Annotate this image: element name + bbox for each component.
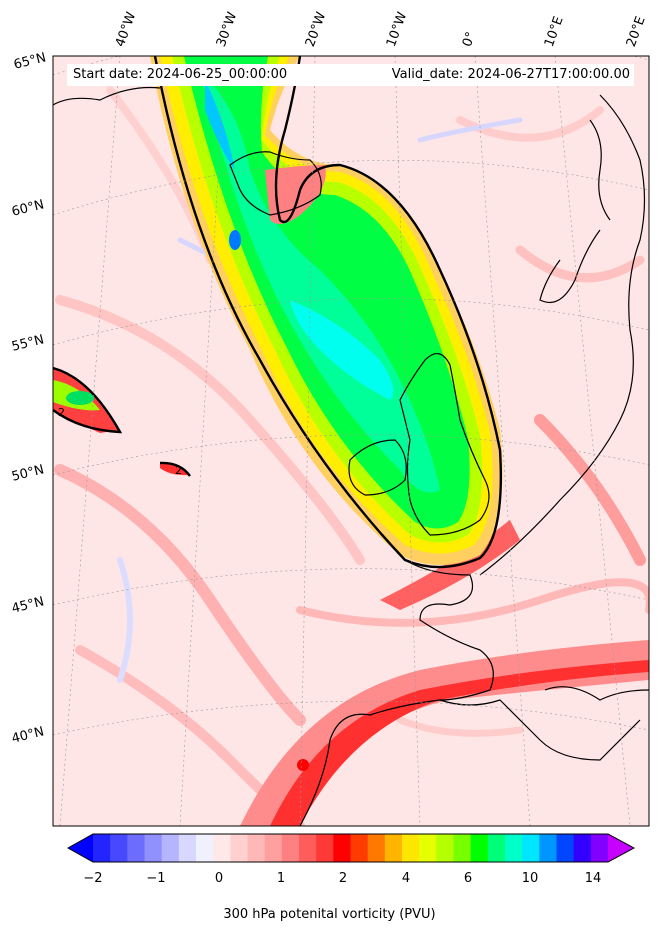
colorbar-segment — [573, 834, 592, 862]
colorbar-segment — [110, 834, 128, 862]
colorbar-segment — [384, 834, 403, 862]
valid-date: Valid_date: 2024-06-27T17:00:00.00 — [391, 67, 630, 82]
colorbar-segment — [556, 834, 575, 862]
graticule — [53, 56, 649, 826]
colorbar-segment — [333, 834, 351, 862]
start-date: Start date: 2024-06-25_00:00:00 — [73, 67, 288, 82]
map-frame — [52, 55, 650, 827]
colorbar-segment — [436, 834, 454, 862]
colorbar-segment — [590, 834, 609, 862]
colorbar-segment — [264, 834, 283, 862]
colorbar-segment — [299, 834, 317, 862]
colorbar-segment — [144, 834, 163, 862]
coastlines — [53, 86, 649, 826]
cbar-tick-m2: −2 — [83, 871, 103, 886]
colorbar — [66, 833, 636, 863]
colorbar-segment — [281, 834, 300, 862]
cbar-tick-4: 4 — [401, 871, 411, 886]
colorbar-segment — [161, 834, 180, 862]
colorbar-segment — [93, 834, 111, 862]
colorbar-segment — [453, 834, 472, 862]
colorbar-segment — [522, 834, 540, 862]
cbar-tick-2: 2 — [338, 871, 348, 886]
west-pv-blob — [53, 368, 190, 476]
colorbar-segment — [196, 834, 214, 862]
colorbar-extend-max — [608, 834, 634, 862]
colorbar-segment — [350, 834, 369, 862]
colorbar-segment — [402, 834, 420, 862]
colorbar-segment — [470, 834, 489, 862]
colorbar-label: 300 hPa potenital vorticity (PVU) — [223, 907, 436, 922]
colorbar-segment — [213, 834, 231, 862]
colorbar-extend-min — [68, 834, 93, 862]
colorbar-segment — [316, 834, 334, 862]
colorbar-segment — [178, 834, 197, 862]
cbar-tick-0: 0 — [214, 871, 224, 886]
cbar-tick-1: 1 — [276, 871, 286, 886]
colorbar-segment — [539, 834, 557, 862]
cbar-tick-10: 10 — [521, 871, 539, 886]
contour-label-south: 2 — [175, 464, 182, 477]
date-bar: Start date: 2024-06-25_00:00:00 Valid_da… — [67, 64, 634, 86]
colorbar-segment — [505, 834, 523, 862]
pv-2-contour — [53, 56, 503, 569]
colorbar-segment — [419, 834, 437, 862]
cbar-tick-m1: −1 — [146, 871, 166, 886]
colorbar-segment — [127, 834, 145, 862]
colorbar-segment — [487, 834, 506, 862]
cbar-tick-14: 14 — [584, 871, 602, 886]
cbar-tick-6: 6 — [463, 871, 473, 886]
contour-label-west: 2 — [58, 406, 65, 419]
colorbar-segment — [230, 834, 248, 862]
colorbar-segment — [367, 834, 386, 862]
colorbar-outline — [66, 833, 636, 863]
colorbar-segment — [247, 834, 266, 862]
